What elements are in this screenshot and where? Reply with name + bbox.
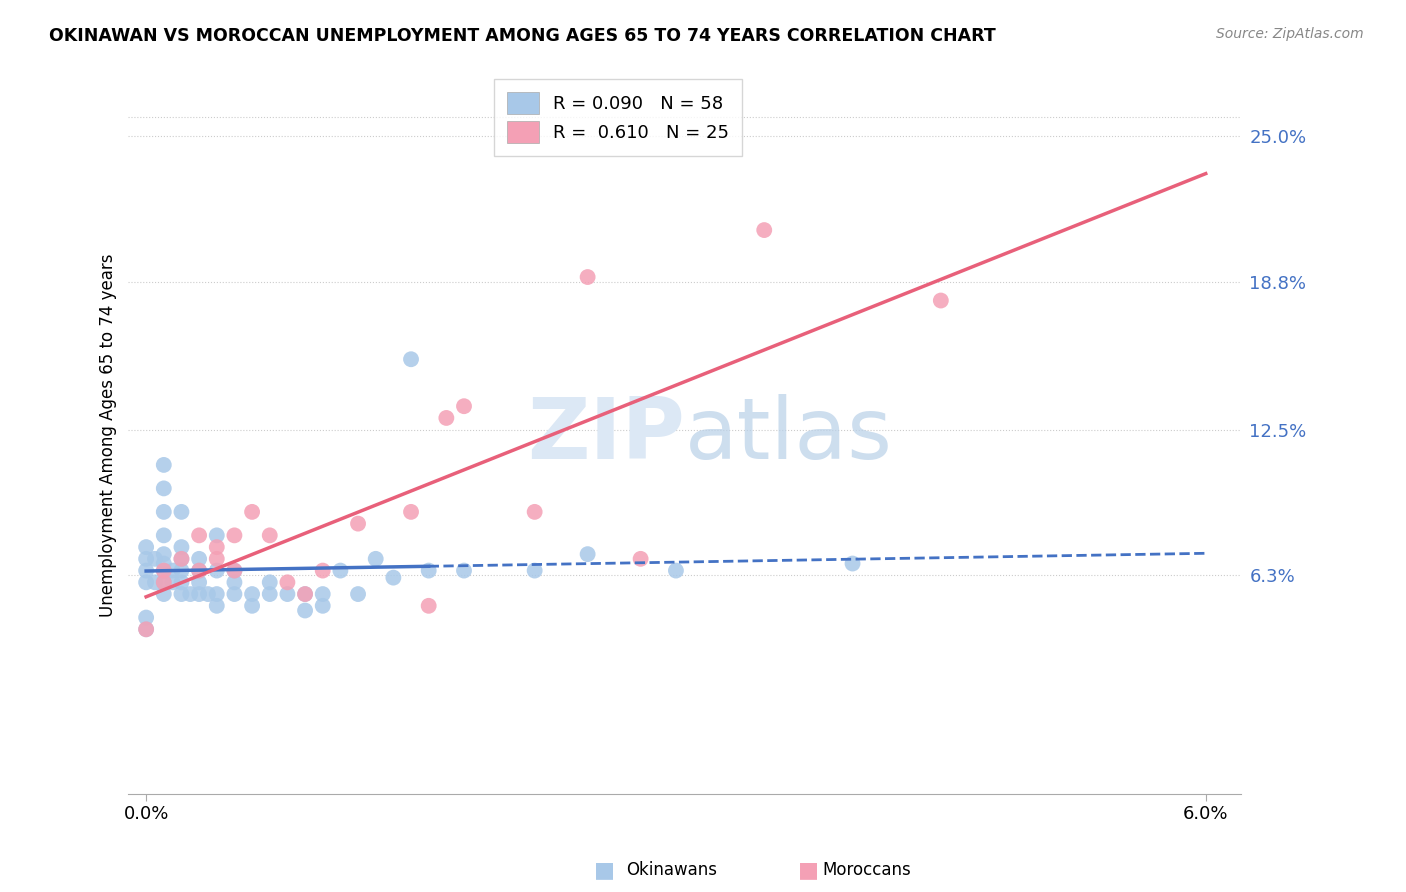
Point bbox=[188, 564, 211, 578]
Point bbox=[841, 557, 863, 571]
Point bbox=[162, 564, 184, 578]
Point bbox=[434, 411, 457, 425]
Point bbox=[294, 603, 316, 617]
Point bbox=[188, 575, 211, 590]
Point bbox=[152, 482, 174, 496]
Point bbox=[224, 587, 246, 601]
Point bbox=[382, 571, 405, 585]
Point bbox=[135, 540, 157, 554]
Point bbox=[576, 547, 599, 561]
Point bbox=[152, 575, 174, 590]
Point bbox=[188, 564, 211, 578]
Point bbox=[152, 505, 174, 519]
Text: ZIP: ZIP bbox=[527, 394, 685, 477]
Point bbox=[152, 587, 174, 601]
Point bbox=[179, 587, 201, 601]
Point bbox=[523, 505, 546, 519]
Point bbox=[453, 399, 475, 413]
Point bbox=[329, 564, 352, 578]
Point bbox=[259, 575, 281, 590]
Point bbox=[162, 575, 184, 590]
Point bbox=[170, 505, 193, 519]
Point bbox=[170, 552, 193, 566]
Point bbox=[399, 505, 422, 519]
Point bbox=[259, 528, 281, 542]
Point bbox=[170, 552, 193, 566]
Point bbox=[135, 564, 157, 578]
Legend: R = 0.090   N = 58, R =  0.610   N = 25: R = 0.090 N = 58, R = 0.610 N = 25 bbox=[494, 79, 742, 156]
Point bbox=[240, 505, 263, 519]
Y-axis label: Unemployment Among Ages 65 to 74 years: Unemployment Among Ages 65 to 74 years bbox=[100, 254, 117, 617]
Point bbox=[170, 575, 193, 590]
Point bbox=[205, 540, 228, 554]
Point bbox=[205, 528, 228, 542]
Point bbox=[523, 564, 546, 578]
Point bbox=[205, 599, 228, 613]
Point bbox=[143, 575, 166, 590]
Point bbox=[135, 610, 157, 624]
Point bbox=[418, 564, 440, 578]
Text: Moroccans: Moroccans bbox=[823, 861, 911, 879]
Point bbox=[347, 587, 370, 601]
Point bbox=[152, 458, 174, 472]
Point bbox=[276, 575, 298, 590]
Point bbox=[170, 587, 193, 601]
Point bbox=[576, 270, 599, 285]
Point bbox=[152, 547, 174, 561]
Point bbox=[364, 552, 387, 566]
Point bbox=[135, 552, 157, 566]
Point bbox=[294, 587, 316, 601]
Point bbox=[170, 540, 193, 554]
Point bbox=[312, 587, 335, 601]
Point bbox=[224, 575, 246, 590]
Point bbox=[205, 564, 228, 578]
Point bbox=[152, 564, 174, 578]
Point bbox=[453, 564, 475, 578]
Point bbox=[170, 564, 193, 578]
Point bbox=[240, 587, 263, 601]
Point bbox=[197, 587, 219, 601]
Point bbox=[152, 564, 174, 578]
Point bbox=[205, 552, 228, 566]
Point bbox=[665, 564, 688, 578]
Text: OKINAWAN VS MOROCCAN UNEMPLOYMENT AMONG AGES 65 TO 74 YEARS CORRELATION CHART: OKINAWAN VS MOROCCAN UNEMPLOYMENT AMONG … bbox=[49, 27, 995, 45]
Point bbox=[294, 587, 316, 601]
Point bbox=[152, 575, 174, 590]
Point bbox=[259, 587, 281, 601]
Point bbox=[135, 575, 157, 590]
Point bbox=[240, 599, 263, 613]
Point bbox=[276, 587, 298, 601]
Text: Okinawans: Okinawans bbox=[626, 861, 717, 879]
Point bbox=[224, 564, 246, 578]
Text: ■: ■ bbox=[799, 860, 818, 880]
Point bbox=[630, 552, 652, 566]
Point bbox=[312, 599, 335, 613]
Point bbox=[135, 622, 157, 636]
Text: Source: ZipAtlas.com: Source: ZipAtlas.com bbox=[1216, 27, 1364, 41]
Point bbox=[188, 528, 211, 542]
Point bbox=[135, 622, 157, 636]
Point bbox=[188, 587, 211, 601]
Point bbox=[754, 223, 776, 237]
Point bbox=[312, 564, 335, 578]
Point bbox=[188, 552, 211, 566]
Text: atlas: atlas bbox=[685, 394, 893, 477]
Point bbox=[418, 599, 440, 613]
Point bbox=[205, 587, 228, 601]
Text: ■: ■ bbox=[595, 860, 614, 880]
Point bbox=[143, 552, 166, 566]
Point bbox=[347, 516, 370, 531]
Point bbox=[929, 293, 952, 308]
Point bbox=[152, 528, 174, 542]
Point bbox=[152, 557, 174, 571]
Point bbox=[399, 352, 422, 367]
Point bbox=[224, 564, 246, 578]
Point bbox=[224, 528, 246, 542]
